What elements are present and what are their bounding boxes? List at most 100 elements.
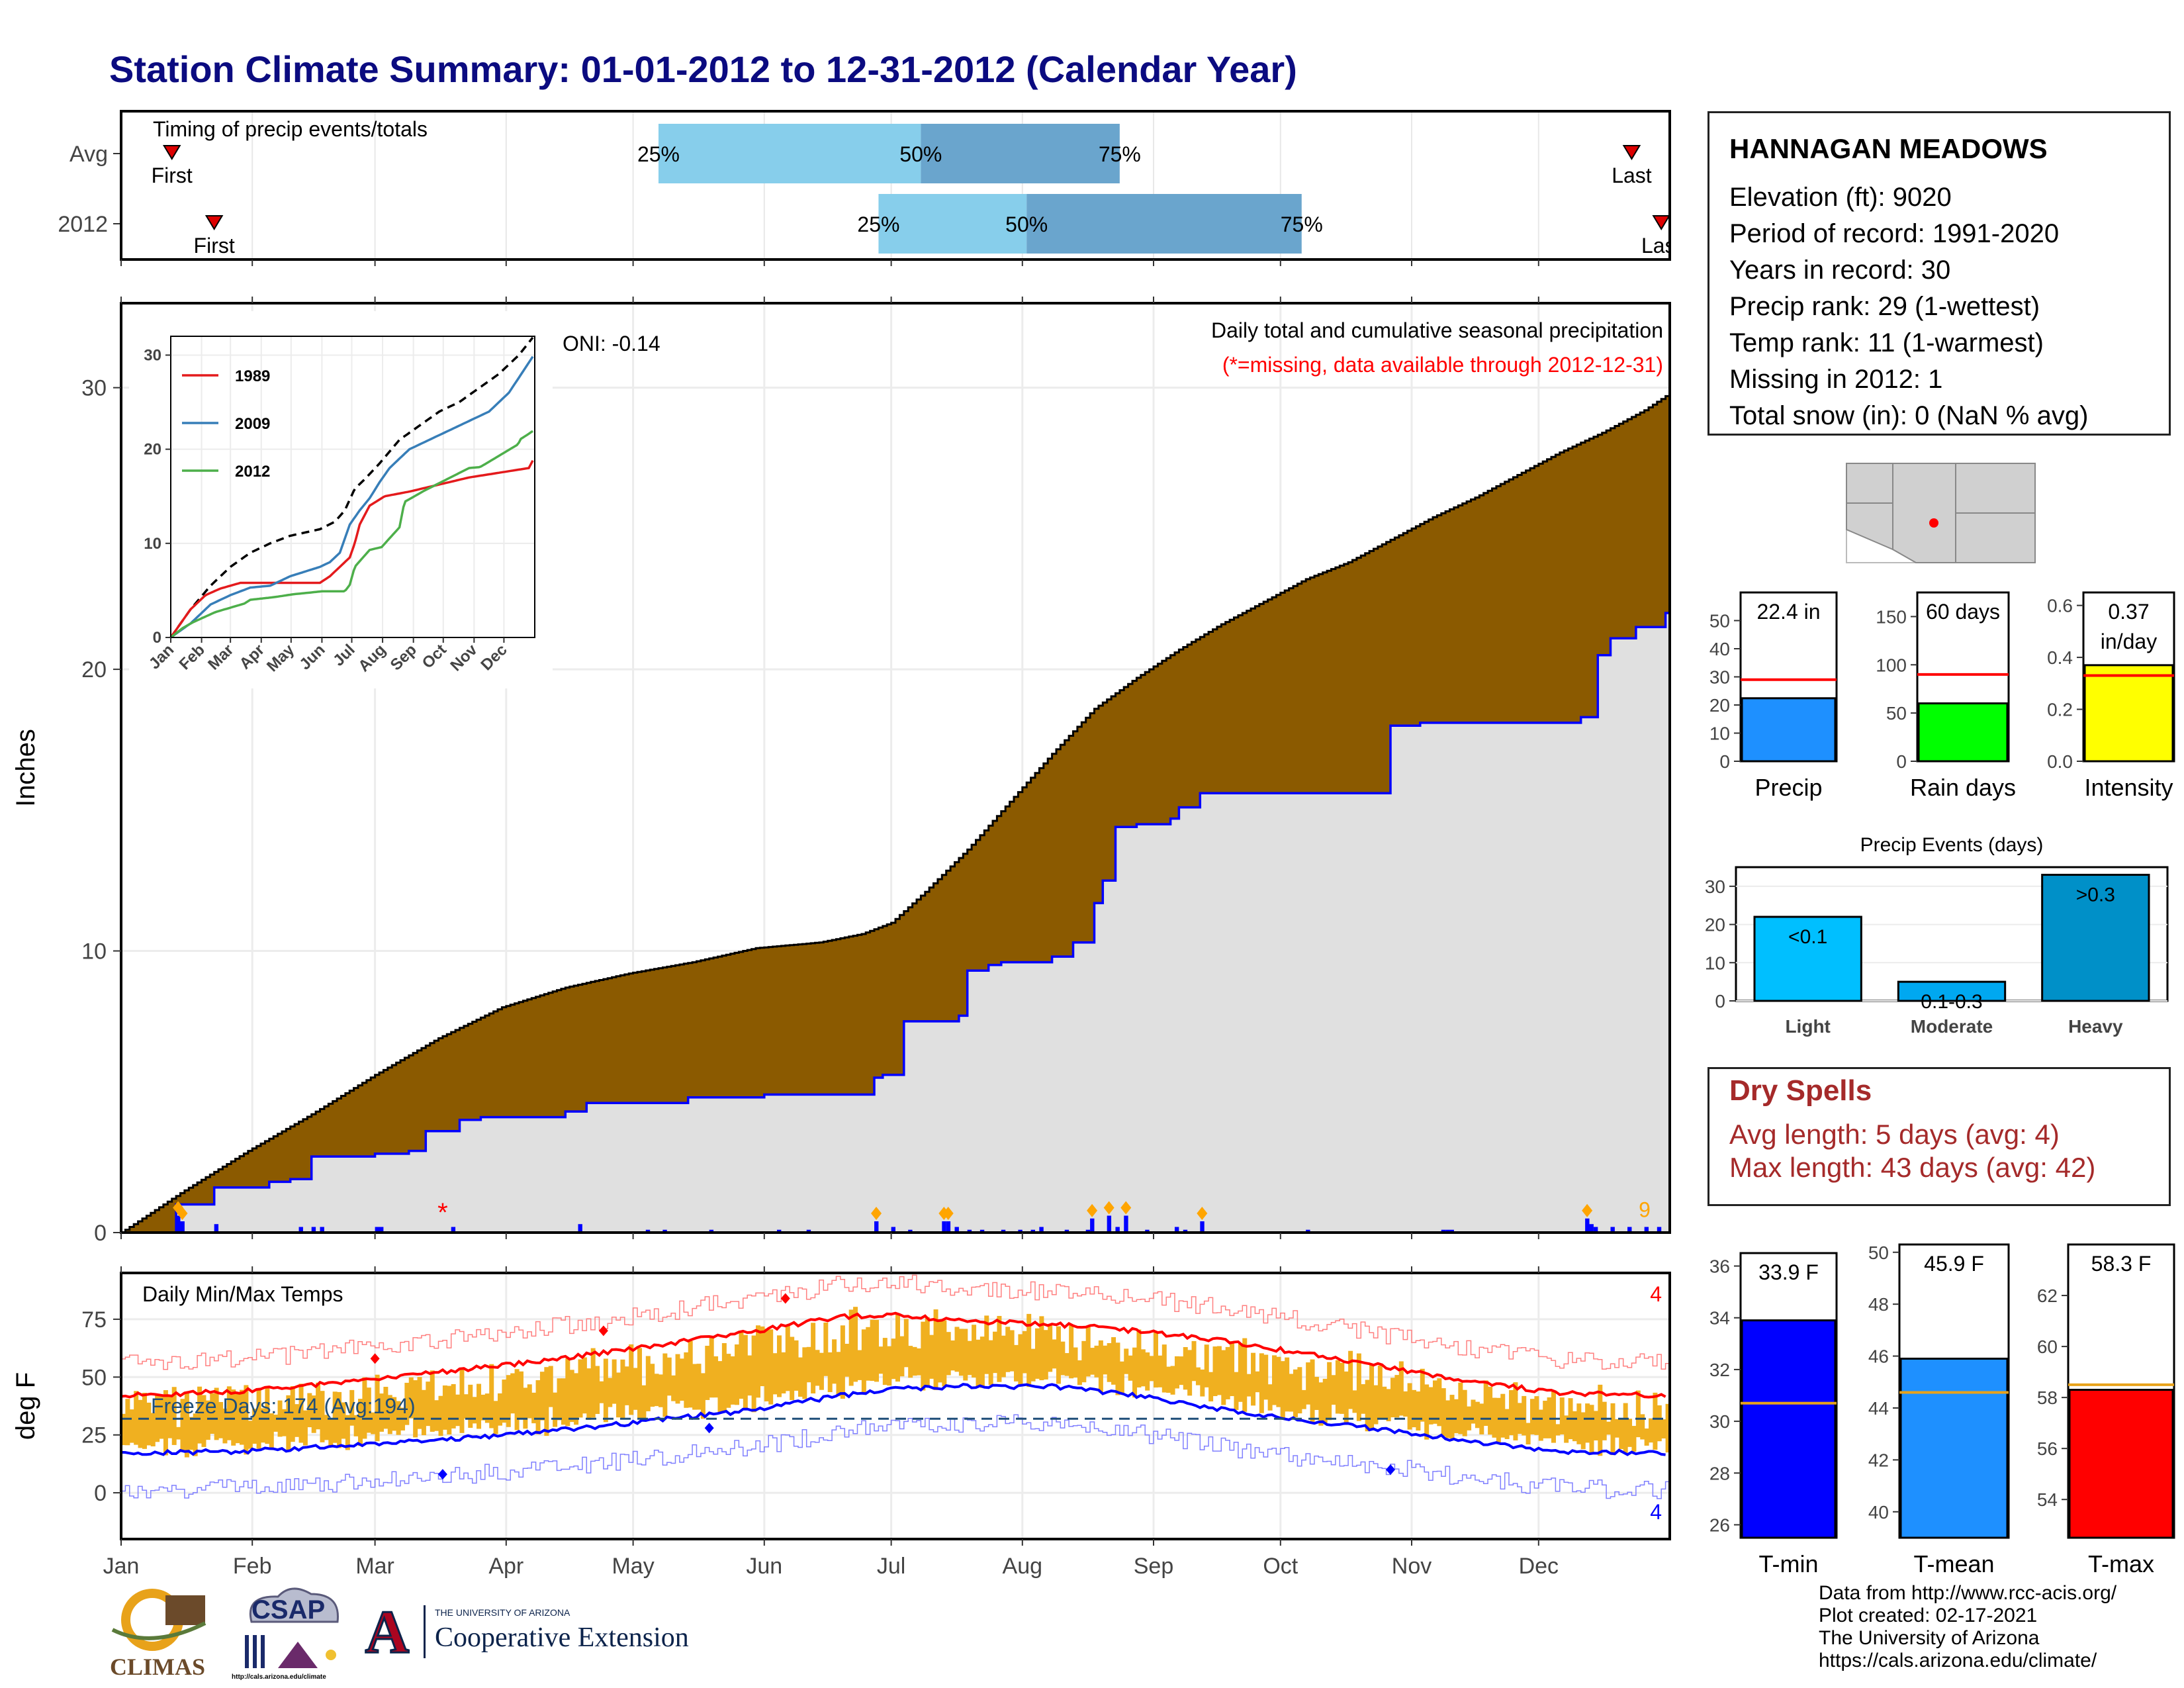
daily-temp-bar xyxy=(1593,1411,1598,1441)
timing-first-label: First xyxy=(152,164,193,187)
daily-temp-bar xyxy=(874,1319,880,1382)
daily-temp-bar xyxy=(979,1336,985,1388)
daily-temp-bar xyxy=(675,1354,680,1404)
daily-temp-bar xyxy=(506,1375,511,1427)
timing-quantile-label: 25% xyxy=(637,142,680,166)
daily-temp-bar xyxy=(1030,1348,1036,1382)
daily-temp-bar xyxy=(205,1400,210,1440)
daily-temp-bar xyxy=(1602,1401,1607,1440)
daily-temp-bar xyxy=(735,1344,740,1405)
daily-temp-bar xyxy=(743,1335,748,1410)
daily-temp-bar xyxy=(1195,1367,1201,1385)
daily-temp-bar xyxy=(811,1323,816,1394)
daily-temp-bar xyxy=(345,1415,350,1450)
daily-temp-bar xyxy=(142,1393,147,1449)
daily-temp-bar xyxy=(451,1383,456,1429)
daily-temp-bar xyxy=(269,1413,274,1450)
daily-temp-bar xyxy=(1555,1424,1561,1436)
freeze-days-label: Freeze Days: 174 (Avg:194) xyxy=(151,1394,416,1418)
mini-chart-ytick-label: 30 xyxy=(1709,1411,1730,1432)
map-state xyxy=(1892,463,1956,563)
daily-temp-bar xyxy=(1500,1393,1506,1438)
mini-chart-ytick-label: 54 xyxy=(2037,1489,2058,1510)
daily-temp-bar xyxy=(756,1325,761,1398)
daily-temp-bar xyxy=(1204,1344,1209,1387)
daily-temp-bar xyxy=(790,1336,795,1401)
daily-temp-bar xyxy=(408,1377,414,1419)
daily-temp-bar xyxy=(472,1397,477,1424)
mini-chart-ytick-label: 0.4 xyxy=(2047,647,2073,668)
daily-temp-bar xyxy=(937,1319,942,1383)
daily-temp-bar xyxy=(776,1335,782,1397)
inset-ytick-label: 10 xyxy=(144,535,161,553)
daily-precip-bar xyxy=(1593,1227,1598,1233)
daily-temp-bar xyxy=(1412,1389,1416,1428)
daily-temp-bar xyxy=(658,1374,663,1407)
daily-temp-bar xyxy=(574,1373,579,1425)
daily-temp-bar xyxy=(539,1372,545,1421)
timing-first-marker xyxy=(162,145,181,160)
month-label: Mar xyxy=(355,1554,394,1579)
daily-temp-bar xyxy=(138,1399,143,1448)
daily-precip-extreme-marker xyxy=(177,1206,188,1220)
station-period: Period of record: 1991-2020 xyxy=(1729,219,2060,248)
daily-precip-bar xyxy=(1001,1229,1006,1233)
daily-temp-bar xyxy=(1340,1362,1345,1414)
daily-temp-bar xyxy=(916,1348,921,1376)
daily-temp-bar xyxy=(633,1368,638,1410)
record-marker xyxy=(598,1325,608,1336)
inset-ytick-label: 20 xyxy=(144,441,161,459)
daily-precip-bar xyxy=(942,1221,946,1233)
precip-subtitle: (*=missing, data available through 2012-… xyxy=(1222,353,1663,377)
daily-temp-bar xyxy=(1242,1338,1248,1412)
daily-precip-bar xyxy=(709,1229,714,1233)
daily-temp-bar xyxy=(815,1350,820,1386)
daily-temp-bar xyxy=(235,1391,240,1444)
daily-temp-bar xyxy=(375,1374,380,1442)
timing-clip xyxy=(1670,110,1703,261)
mini-chart-ytick-label: 20 xyxy=(1709,695,1730,716)
daily-precip-bar xyxy=(1039,1227,1044,1233)
ua-logo: A THE UNIVERSITY OF ARIZONA Cooperative … xyxy=(361,1601,758,1668)
daily-temp-bar xyxy=(1496,1397,1501,1444)
daily-temp-bar xyxy=(1310,1359,1315,1423)
month-label: Apr xyxy=(488,1554,523,1579)
daily-temp-bar xyxy=(535,1380,541,1434)
station-years: Years in record: 30 xyxy=(1729,256,1951,285)
inset-ytick-label: 0 xyxy=(153,629,161,647)
daily-precip-extreme-marker xyxy=(1582,1203,1593,1217)
daily-temp-bar xyxy=(1453,1399,1459,1434)
daily-temp-bar xyxy=(1255,1371,1260,1393)
precip-frame xyxy=(120,302,1671,1234)
daily-temp-bar xyxy=(1488,1386,1493,1435)
daily-precip-extreme-marker xyxy=(1103,1201,1115,1215)
daily-temp-bar xyxy=(311,1395,316,1433)
inset-legend-label: 2009 xyxy=(235,415,270,433)
oni-label: ONI: -0.14 xyxy=(563,332,660,355)
mini-chart-bar xyxy=(1741,697,1837,763)
daily-temp-bar xyxy=(404,1382,410,1425)
daily-temp-bar xyxy=(1576,1403,1582,1444)
normal-max-line xyxy=(120,1311,1666,1399)
daily-temp-bar xyxy=(1154,1331,1158,1388)
temp-title: Daily Min/Max Temps xyxy=(142,1282,343,1306)
mini-chart-ytick-label: 10 xyxy=(1709,724,1730,744)
daily-precip-bar xyxy=(320,1227,324,1233)
daily-temp-bar xyxy=(967,1340,972,1376)
mini-chart-xlabel: Rain days xyxy=(1910,774,2016,801)
mini-chart-ytick-label: 150 xyxy=(1876,606,1907,627)
daily-precip-bar xyxy=(1064,1229,1069,1233)
temp-ytick-label: 75 xyxy=(81,1307,107,1333)
daily-temp-bar xyxy=(870,1319,875,1382)
daily-temp-bar xyxy=(1373,1385,1379,1425)
timing-bar-q25-q50 xyxy=(658,124,921,183)
climas-logo-text: CLIMAS xyxy=(110,1654,206,1680)
daily-temp-bar xyxy=(1441,1388,1446,1436)
month-label: Jun xyxy=(746,1554,782,1579)
daily-temp-bar xyxy=(976,1339,981,1387)
daily-temp-bar xyxy=(797,1357,803,1397)
mini-chart-ytick-label: 0 xyxy=(1896,751,1907,772)
daily-temp-bar xyxy=(1627,1419,1633,1447)
daily-temp-bar xyxy=(320,1391,325,1442)
daily-temp-bar xyxy=(1149,1356,1154,1382)
